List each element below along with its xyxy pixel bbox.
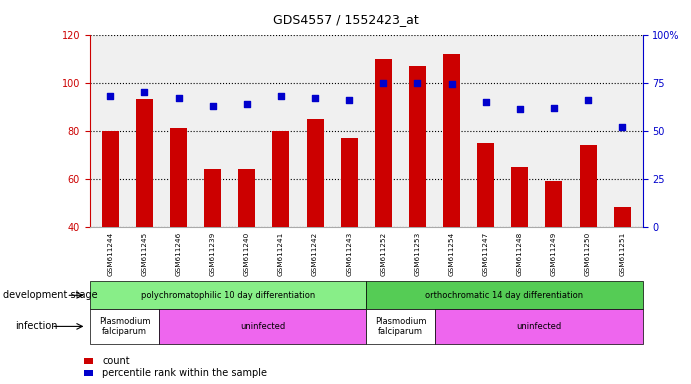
- Point: [343, 97, 354, 103]
- Bar: [136, 99, 153, 227]
- Bar: [409, 66, 426, 227]
- Text: infection: infection: [15, 321, 58, 331]
- Bar: [580, 145, 596, 227]
- Bar: [511, 167, 529, 227]
- Text: GDS4557 / 1552423_at: GDS4557 / 1552423_at: [273, 13, 418, 26]
- Bar: [545, 181, 562, 227]
- Bar: [375, 59, 392, 227]
- Bar: [238, 169, 256, 227]
- Point: [241, 101, 252, 107]
- Point: [310, 95, 321, 101]
- Bar: [477, 142, 494, 227]
- Point: [549, 104, 560, 111]
- Text: percentile rank within the sample: percentile rank within the sample: [102, 368, 267, 378]
- Text: uninfected: uninfected: [240, 322, 285, 331]
- Point: [514, 106, 525, 113]
- Bar: [272, 131, 290, 227]
- Text: Plasmodium
falciparum: Plasmodium falciparum: [99, 317, 150, 336]
- Point: [276, 93, 287, 99]
- Point: [446, 81, 457, 88]
- Text: count: count: [102, 356, 130, 366]
- Text: orthochromatic 14 day differentiation: orthochromatic 14 day differentiation: [426, 291, 583, 300]
- Point: [412, 79, 423, 86]
- Point: [173, 95, 184, 101]
- Text: Plasmodium
falciparum: Plasmodium falciparum: [375, 317, 426, 336]
- Bar: [614, 207, 631, 227]
- Bar: [170, 128, 187, 227]
- Point: [139, 89, 150, 95]
- Text: uninfected: uninfected: [516, 322, 562, 331]
- Bar: [204, 169, 221, 227]
- Text: development stage: development stage: [3, 290, 98, 300]
- Point: [105, 93, 116, 99]
- Point: [616, 124, 627, 130]
- Text: polychromatophilic 10 day differentiation: polychromatophilic 10 day differentiatio…: [141, 291, 315, 300]
- Point: [207, 103, 218, 109]
- Point: [378, 79, 389, 86]
- Point: [583, 97, 594, 103]
- Bar: [341, 138, 358, 227]
- Point: [480, 99, 491, 105]
- Bar: [443, 54, 460, 227]
- Bar: [102, 131, 119, 227]
- Bar: [307, 119, 323, 227]
